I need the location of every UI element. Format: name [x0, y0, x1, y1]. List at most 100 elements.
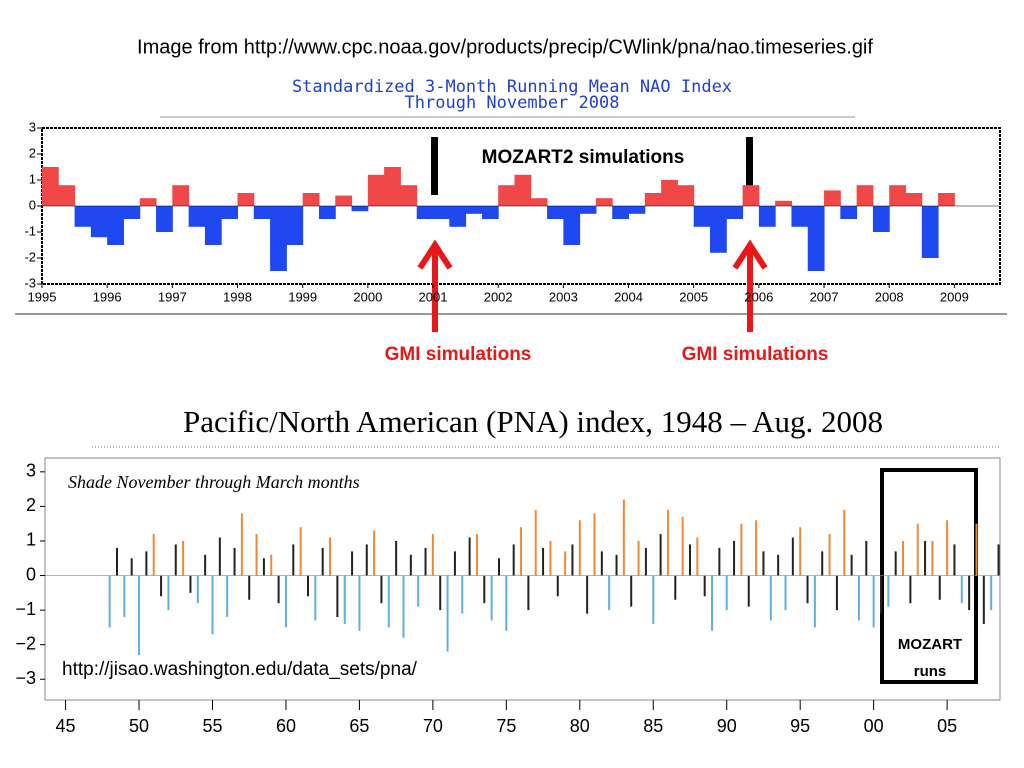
bar [755, 520, 758, 576]
bar [556, 575, 559, 597]
bar [666, 509, 669, 576]
bar [850, 554, 853, 576]
x-tick-label: 2008 [875, 289, 904, 304]
bar [270, 206, 287, 271]
y-tick-label: 0 [29, 197, 36, 212]
bar [703, 575, 706, 597]
bar [530, 198, 548, 206]
bar [343, 575, 346, 624]
bar [167, 575, 170, 611]
bar [856, 185, 874, 206]
bar [775, 200, 792, 206]
nao-subtitle: Through November 2008 [405, 93, 620, 113]
bar [384, 167, 401, 206]
bar [791, 206, 809, 227]
bar [365, 544, 368, 576]
bar [726, 206, 744, 219]
bar [188, 206, 206, 227]
source-note: Image from http://www.cpc.noaa.gov/produ… [137, 36, 873, 58]
bar [373, 530, 376, 576]
x-tick-label: 2009 [940, 289, 969, 304]
bar [58, 185, 76, 206]
bar [674, 575, 677, 600]
bar [270, 554, 273, 576]
bar [622, 499, 625, 576]
bar [204, 554, 207, 576]
bar [571, 544, 574, 576]
bar [498, 185, 515, 206]
bar [107, 206, 124, 245]
y-tick-label: 0 [26, 564, 36, 584]
bar [688, 544, 691, 576]
bar [284, 575, 287, 628]
x-tick-label: 2003 [549, 289, 578, 304]
bar [887, 575, 890, 607]
bar [784, 575, 787, 611]
bar [248, 575, 251, 600]
bar [661, 180, 678, 206]
bar [725, 575, 728, 611]
bar [123, 575, 126, 618]
bar [659, 534, 662, 576]
bar [237, 193, 255, 206]
bar [909, 575, 912, 604]
bar [475, 534, 478, 576]
bar [123, 206, 141, 219]
x-tick-label: 1997 [158, 289, 187, 304]
x-tick-label: 45 [56, 716, 76, 736]
x-tick-label: 55 [202, 716, 222, 736]
bar [563, 206, 581, 245]
pna-title: Pacific/North American (PNA) index, 1948… [183, 404, 883, 439]
bar [387, 575, 390, 628]
bar [172, 185, 190, 206]
x-tick-label: 00 [864, 716, 884, 736]
bar [395, 540, 398, 576]
bar [321, 547, 324, 576]
bar [431, 534, 434, 576]
x-tick-label: 2005 [679, 289, 708, 304]
bar [813, 575, 816, 628]
x-tick-label: 2004 [614, 289, 643, 304]
bar [593, 513, 596, 576]
bar [512, 544, 515, 576]
bar [335, 195, 353, 206]
bar [997, 544, 1000, 576]
bar [514, 174, 532, 206]
bar [465, 206, 483, 214]
bar [74, 206, 92, 227]
bar [174, 544, 177, 576]
bar [497, 558, 500, 576]
bar [292, 544, 295, 576]
marker [431, 137, 438, 195]
bar [612, 206, 630, 219]
bar [742, 185, 760, 206]
bar [367, 174, 385, 206]
bar [960, 575, 963, 604]
bar [446, 575, 449, 652]
x-tick-label: 85 [643, 716, 663, 736]
annotation: GMI simulations [385, 344, 532, 365]
x-tick-label: 50 [129, 716, 149, 736]
bar [872, 575, 875, 628]
bar [777, 554, 780, 576]
bar [505, 575, 508, 631]
bar [468, 537, 471, 576]
bar [916, 523, 919, 576]
bar [329, 537, 332, 576]
bar [644, 193, 662, 206]
bar [586, 575, 589, 614]
x-tick-label: 1998 [223, 289, 252, 304]
bar [828, 534, 831, 576]
x-tick-label: 70 [423, 716, 443, 736]
bar [872, 206, 890, 232]
bar [409, 554, 412, 576]
bar [145, 551, 148, 576]
bar [490, 575, 493, 621]
bar [358, 575, 361, 631]
bar [843, 509, 846, 576]
bar [314, 575, 317, 621]
bar [204, 206, 222, 245]
bar [600, 551, 603, 576]
bar [902, 540, 905, 576]
mozart-box [880, 468, 978, 684]
